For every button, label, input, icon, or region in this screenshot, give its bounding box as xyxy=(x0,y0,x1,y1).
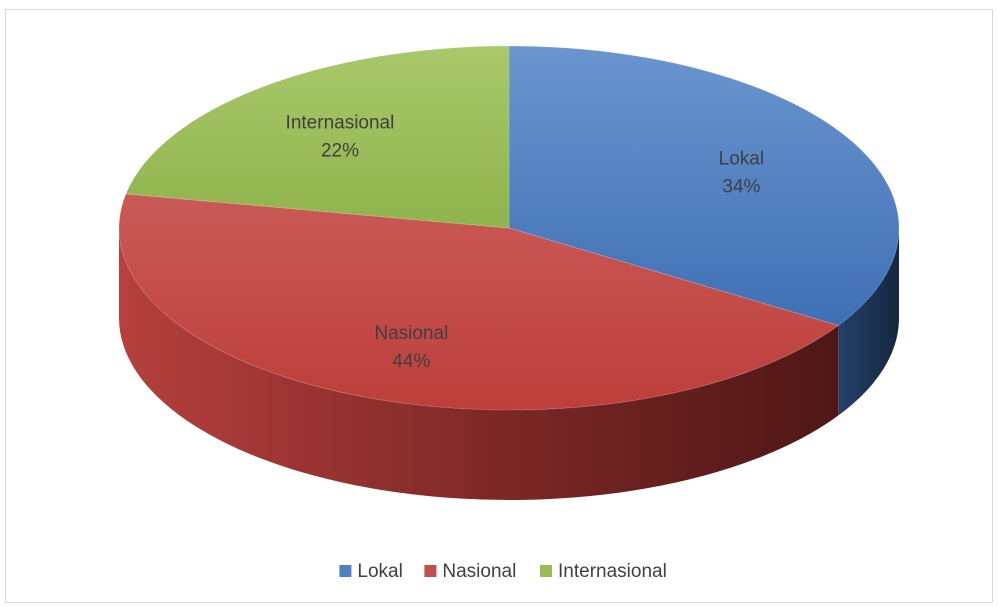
label-value-lokal: 34% xyxy=(722,176,760,197)
side-lokal xyxy=(838,228,899,416)
label-value-internasional: 22% xyxy=(321,141,359,162)
legend-swatch-lokal xyxy=(339,565,352,577)
label-value-nasional: 44% xyxy=(392,351,430,372)
legend-label-lokal: Lokal xyxy=(357,561,402,582)
legend-label-internasional: Internasional xyxy=(558,561,667,582)
slice-nasional xyxy=(118,193,840,411)
label-category-internasional: Internasional xyxy=(286,113,395,134)
slice-internasional xyxy=(125,45,510,229)
legend-label-nasional: Nasional xyxy=(442,561,516,582)
slice-lokal xyxy=(508,45,900,327)
label-category-lokal: Lokal xyxy=(719,148,764,169)
legend-swatch-nasional xyxy=(424,565,437,577)
legend-swatch-internasional xyxy=(540,565,552,577)
label-category-nasional: Nasional xyxy=(374,323,448,344)
side-nasional xyxy=(119,228,839,501)
